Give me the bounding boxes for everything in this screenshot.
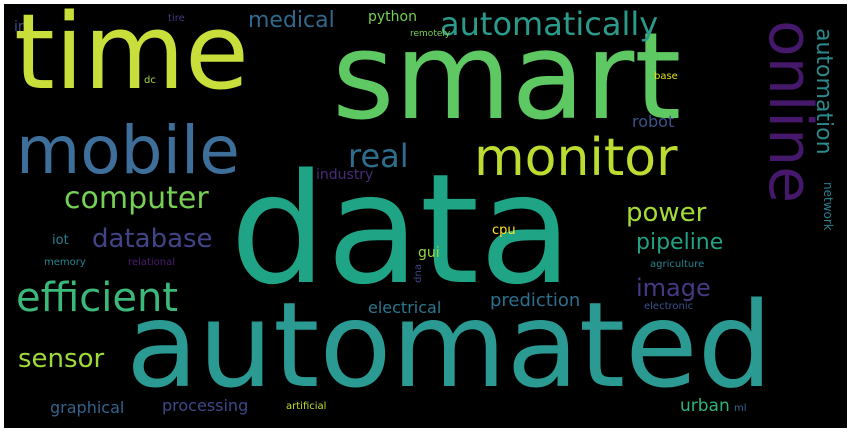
word-automated: automated bbox=[126, 276, 773, 414]
word-base: base bbox=[654, 71, 678, 82]
word-memory: memory bbox=[44, 257, 86, 268]
word-power: power bbox=[626, 198, 707, 228]
word-medical: medical bbox=[248, 8, 335, 33]
word-processing: processing bbox=[162, 396, 249, 415]
word-computer: computer bbox=[64, 181, 209, 216]
word-tire: tire bbox=[168, 13, 185, 24]
word-prediction: prediction bbox=[490, 290, 581, 311]
word-network: network bbox=[821, 182, 835, 231]
word-ir: ir bbox=[14, 19, 24, 35]
word-graphical: graphical bbox=[50, 398, 125, 417]
word-online: online bbox=[755, 20, 825, 204]
word-sensor: sensor bbox=[18, 344, 105, 374]
word-industry: industry bbox=[316, 167, 374, 183]
word-cpu: cpu bbox=[492, 223, 516, 238]
word-relational: relational bbox=[128, 257, 176, 268]
word-time: time bbox=[14, 4, 249, 113]
word-cloud: time smart data automated online mobile … bbox=[4, 4, 847, 428]
word-dc: dc bbox=[144, 75, 156, 86]
word-smart: smart bbox=[332, 8, 682, 147]
word-efficient: efficient bbox=[16, 275, 179, 321]
word-urban: urban bbox=[680, 396, 730, 416]
word-remotely: remotely bbox=[410, 29, 451, 39]
word-electrical: electrical bbox=[368, 298, 442, 317]
word-automatically: automatically bbox=[440, 5, 659, 43]
word-database: database bbox=[92, 224, 213, 254]
word-real: real bbox=[348, 137, 409, 175]
word-monitor: monitor bbox=[474, 128, 678, 188]
word-artificial: artificial bbox=[286, 401, 327, 412]
word-data: data bbox=[230, 141, 573, 318]
word-pipeline: pipeline bbox=[636, 230, 724, 255]
word-agriculture: agriculture bbox=[650, 259, 705, 270]
word-ml: ml bbox=[734, 403, 747, 414]
word-image: image bbox=[636, 274, 711, 302]
word-robot: robot bbox=[632, 112, 675, 131]
word-mobile: mobile bbox=[16, 112, 240, 189]
word-gui: gui bbox=[418, 245, 440, 261]
word-python: python bbox=[368, 9, 417, 25]
word-automation: automation bbox=[811, 28, 836, 155]
word-electronic: electronic bbox=[644, 301, 694, 312]
word-iot: iot bbox=[52, 233, 69, 248]
word-dna: dna bbox=[413, 264, 424, 283]
